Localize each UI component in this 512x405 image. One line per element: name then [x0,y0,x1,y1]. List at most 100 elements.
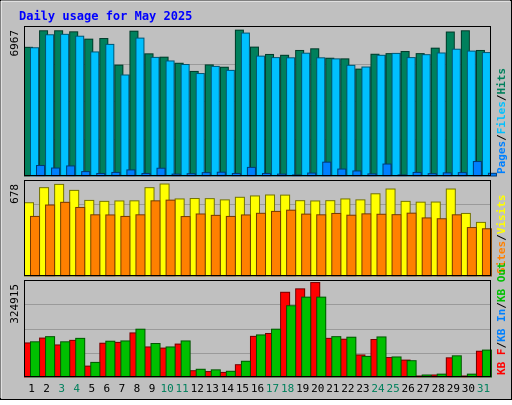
day-label-9: 9 [149,382,156,395]
bar-pages-day-20 [322,161,332,177]
bar-kb-in-day-21 [331,336,342,378]
bar-files-day-1 [30,47,39,177]
chart-title: Daily usage for May 2025 [19,9,192,23]
day-label-14: 14 [221,382,235,395]
day-label-16: 16 [251,382,264,395]
bar-files-day-8 [135,37,145,177]
bar-files-day-20 [316,57,326,177]
panel-border-kb_in_out [24,280,491,377]
bar-sites-day-20 [316,214,327,277]
bar-sites-day-23 [361,213,372,277]
bar-sites-day-13 [210,214,221,277]
panels-group: 6967Pages/Files/Hits678Sites/Visits32491… [8,26,508,378]
bar-sites-day-18 [286,209,297,277]
day-label-8: 8 [134,382,141,395]
panel-border-visits_sites [24,180,491,276]
bar-kb-in-day-20 [316,296,327,378]
bar-sites-day-8 [135,214,146,277]
bar-files-day-24 [376,54,386,177]
bar-files-day-6 [105,43,115,177]
panel-visits_sites: 678 Sites/Visits [8,180,508,277]
bar-files-day-25 [391,52,401,177]
bar-files-day-23 [361,66,371,177]
bar-kb-in-day-29 [451,355,462,378]
bar-sites-day-4 [75,206,86,277]
legend-kb_in_out: KB F/KB In/KB Out [495,262,508,375]
bar-sites-day-10 [165,199,176,277]
day-label-23: 23 [356,382,369,395]
legend-hits_files_pages-item-3: / [495,94,508,101]
bar-files-day-7 [120,74,130,177]
legend-visits_sites-item-0: Sites [495,241,508,274]
bar-sites-day-7 [120,215,131,277]
bar-kb-in-day-4 [75,337,86,378]
day-label-31: 31 [477,382,490,395]
bar-kb-in-day-8 [135,328,146,378]
bar-kb-in-day-3 [60,341,71,378]
day-label-6: 6 [104,382,111,395]
bar-pages-day-21 [337,168,347,177]
bar-files-day-4 [75,35,85,177]
legend-visits_sites-item-1: / [495,234,508,241]
bar-sites-day-14 [225,215,236,277]
bar-kb-in-day-23 [361,355,372,378]
bar-kb-in-day-13 [210,369,221,378]
bar-files-day-5 [90,51,100,177]
bar-pages-day-31 [487,172,497,177]
bar-files-day-28 [436,52,446,177]
day-label-17: 17 [266,382,279,395]
bar-kb-in-day-2 [45,336,56,378]
bar-files-day-22 [346,64,356,177]
day-labels-group: 1 2 3 4 5 6 7 8 9 10 11 12 13 14 15 16 17 18 19 20 21 22 23 24 2… [28,382,490,395]
max-label-kb_in_out: 324915 [8,284,21,324]
bar-kb-in-day-1 [30,341,40,378]
bar-sites-day-19 [301,213,312,277]
legend-hits_files_pages-item-0: Pages [495,141,508,174]
legend-kb_in_out-item-3: / [495,302,508,309]
bar-sites-day-3 [60,201,71,277]
day-label-20: 20 [311,382,324,395]
bar-kb-in-day-10 [165,346,176,378]
bar-kb-in-day-7 [120,340,131,378]
bar-kb-in-day-15 [240,360,251,378]
day-label-30: 30 [462,382,475,395]
bar-files-day-13 [210,65,220,177]
bar-kb-in-day-9 [150,343,161,378]
legend-visits_sites-item-2: Visits [495,195,508,235]
bar-sites-day-21 [331,212,342,277]
bar-sites-day-5 [90,214,101,277]
max-label-visits_sites: 678 [8,184,21,204]
bar-pages-day-2 [51,167,61,177]
legend-hits_files_pages: Pages/Files/Hits [495,68,508,174]
day-label-26: 26 [402,382,415,395]
day-label-21: 21 [326,382,339,395]
bar-kb-in-day-18 [286,305,297,378]
bar-pages-day-15 [246,166,256,177]
day-label-7: 7 [119,382,126,395]
legend-hits_files_pages-item-1: / [495,134,508,141]
bar-sites-day-27 [421,217,432,277]
bar-files-day-12 [195,73,205,177]
legend-kb_in_out-item-0: KB F [495,349,508,376]
bar-pages-day-1 [36,165,45,177]
max-label-hits_files_pages: 6967 [8,30,21,57]
legend-hits_files_pages-item-2: Files [495,101,508,134]
bar-kb-in-day-22 [346,336,357,378]
bar-sites-day-22 [346,214,357,277]
panel-border-hits_files_pages [24,26,491,176]
bar-sites-day-28 [436,218,447,277]
bar-kb-in-day-17 [271,328,282,378]
bar-files-day-11 [180,64,190,177]
legend-hits_files_pages-item-4: Hits [495,68,508,95]
day-label-29: 29 [447,382,460,395]
day-label-10: 10 [160,382,173,395]
bar-files-day-15 [240,32,250,177]
day-label-15: 15 [236,382,249,395]
bar-files-day-10 [165,60,175,177]
bar-files-day-18 [286,57,296,177]
bar-kb-in-day-11 [180,340,191,378]
bar-sites-day-6 [105,214,116,277]
day-label-1: 1 [28,382,35,395]
